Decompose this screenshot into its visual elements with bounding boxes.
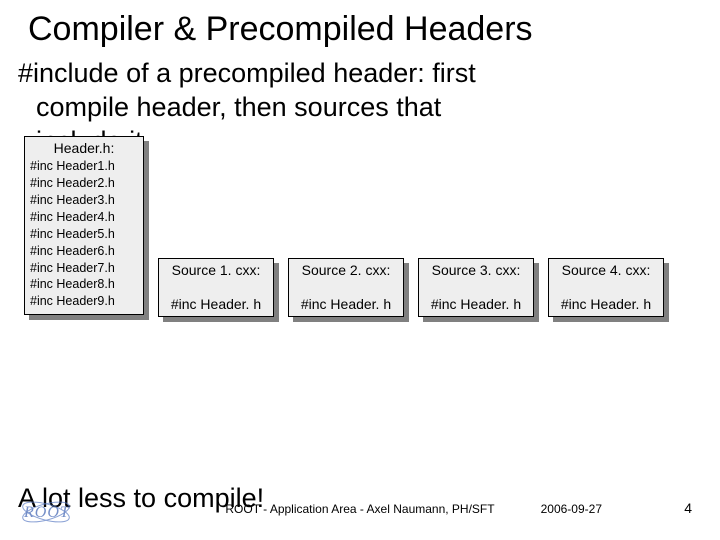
- header-box-lines: #inc Header1.h #inc Header2.h #inc Heade…: [30, 158, 138, 310]
- source-box-1: Source 1. cxx: #inc Header. h: [158, 258, 274, 317]
- header-line: #inc Header4.h: [30, 209, 138, 226]
- header-box: Header.h: #inc Header1.h #inc Header2.h …: [24, 136, 144, 315]
- source-title: Source 4. cxx:: [554, 262, 658, 278]
- source-line: #inc Header. h: [294, 296, 398, 312]
- body-line: compile header, then sources that: [18, 91, 700, 125]
- header-line: #inc Header9.h: [30, 293, 138, 310]
- header-box-title: Header.h:: [30, 140, 138, 156]
- footer-text: ROOT - Application Area - Axel Naumann, …: [0, 502, 720, 516]
- diagram-area: Header.h: #inc Header1.h #inc Header2.h …: [0, 158, 720, 388]
- box-content: Source 1. cxx: #inc Header. h: [158, 258, 274, 317]
- source-line: #inc Header. h: [554, 296, 658, 312]
- source-title: Source 1. cxx:: [164, 262, 268, 278]
- source-title: Source 2. cxx:: [294, 262, 398, 278]
- header-line: #inc Header7.h: [30, 260, 138, 277]
- source-box-3: Source 3. cxx: #inc Header. h: [418, 258, 534, 317]
- page-number: 4: [684, 500, 692, 516]
- header-line: #inc Header6.h: [30, 243, 138, 260]
- box-content: Header.h: #inc Header1.h #inc Header2.h …: [24, 136, 144, 315]
- header-line: #inc Header3.h: [30, 192, 138, 209]
- body-line: #include of a precompiled header: first: [18, 57, 700, 91]
- source-line: #inc Header. h: [424, 296, 528, 312]
- header-line: #inc Header8.h: [30, 276, 138, 293]
- header-line: #inc Header5.h: [30, 226, 138, 243]
- slide-title: Compiler & Precompiled Headers: [0, 0, 720, 55]
- header-line: #inc Header2.h: [30, 175, 138, 192]
- header-line: #inc Header1.h: [30, 158, 138, 175]
- box-content: Source 2. cxx: #inc Header. h: [288, 258, 404, 317]
- source-box-2: Source 2. cxx: #inc Header. h: [288, 258, 404, 317]
- source-line: #inc Header. h: [164, 296, 268, 312]
- box-content: Source 4. cxx: #inc Header. h: [548, 258, 664, 317]
- box-content: Source 3. cxx: #inc Header. h: [418, 258, 534, 317]
- source-title: Source 3. cxx:: [424, 262, 528, 278]
- source-box-4: Source 4. cxx: #inc Header. h: [548, 258, 664, 317]
- footer-date: 2006-09-27: [541, 502, 602, 516]
